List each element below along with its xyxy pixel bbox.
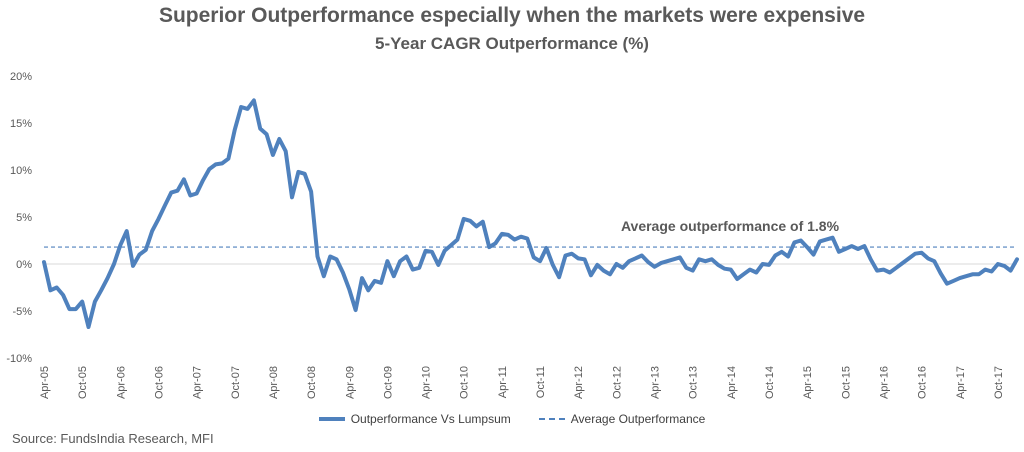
x-tick-label: Apr-06 [115,366,127,399]
x-tick-label: Apr-17 [955,366,967,399]
x-tick-label: Oct-13 [688,366,700,399]
legend-swatch-dashed [538,418,565,420]
x-tick-label: Apr-15 [802,366,814,399]
x-tick-label: Oct-07 [230,366,242,399]
y-tick-label: -5% [12,306,32,318]
x-tick-label: Apr-14 [726,366,738,399]
x-tick-label: Oct-16 [917,366,929,399]
x-tick-label: Apr-09 [344,366,356,399]
y-tick-label: 0% [16,259,32,271]
y-tick-label: 5% [16,212,32,224]
x-tick-label: Oct-17 [993,366,1005,399]
x-tick-label: Apr-12 [573,366,585,399]
legend-label-average: Average Outperformance [570,412,706,426]
chart-title: Superior Outperformance especially when … [158,4,866,27]
x-tick-label: Oct-09 [382,366,394,399]
x-tick-label: Apr-11 [497,366,509,398]
x-tick-label: Oct-06 [153,366,165,399]
x-tick-label: Apr-05 [39,366,51,399]
y-tick-label: -10% [6,353,32,365]
legend-item-outperformance: Outperformance Vs Lumpsum [318,412,511,426]
y-tick-label: 15% [10,118,32,130]
x-tick-label: Apr-07 [192,366,204,399]
x-tick-label: Oct-14 [764,366,776,399]
x-tick-label: Oct-12 [611,366,623,399]
x-tick-label: Oct-11 [535,366,547,398]
x-tick-label: Oct-08 [306,366,318,399]
x-tick-label: Apr-13 [650,366,662,399]
x-tick-label: Oct-10 [459,366,471,399]
x-tick-label: Oct-15 [840,366,852,399]
legend-swatch-solid [318,417,345,421]
x-tick-label: Apr-10 [421,366,433,399]
x-tick-label: Apr-16 [878,366,890,399]
source-note: Source: FundsIndia Research, MFI [12,431,214,446]
legend-label-outperformance: Outperformance Vs Lumpsum [350,412,511,426]
y-tick-label: 20% [10,71,32,83]
y-tick-label: 10% [10,165,32,177]
chart-subtitle: 5-Year CAGR Outperformance (%) [375,34,649,53]
average-annotation: Average outperformance of 1.8% [621,218,840,234]
x-tick-label: Apr-08 [268,366,280,399]
outperformance-line [42,98,1019,329]
x-tick-label: Oct-05 [77,366,89,399]
line-chart: 20% 15% 10% 5% 0% -5% -10% Apr-05 Oct-05 Apr-06 Oc… [6,71,1019,399]
legend-item-average: Average Outperformance [538,412,706,426]
chart-legend: Outperformance Vs Lumpsum Average Outper… [0,412,1024,426]
